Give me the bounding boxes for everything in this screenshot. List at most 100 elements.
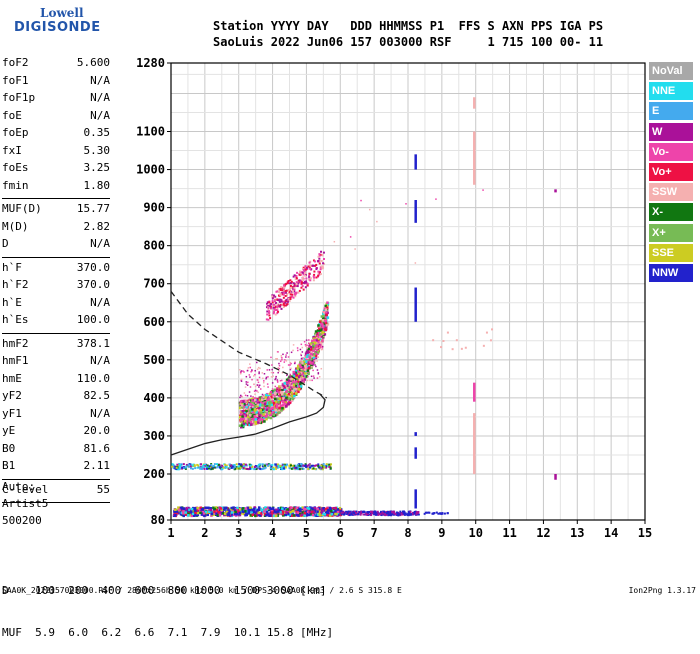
f2-trace-dot bbox=[258, 407, 261, 410]
es-trace-dot bbox=[398, 513, 401, 516]
f-spread-dot bbox=[270, 356, 272, 359]
f2-trace-dot bbox=[238, 415, 242, 419]
sparse-dot bbox=[442, 340, 445, 343]
es-trace-dot bbox=[260, 508, 264, 512]
f2-trace-dot bbox=[325, 313, 328, 316]
f2-trace-dot bbox=[282, 397, 285, 400]
f-spread-dot bbox=[270, 376, 273, 378]
y-tick-label: 900 bbox=[143, 201, 165, 215]
f2-multihop-dot bbox=[313, 273, 316, 276]
f-spread-dot bbox=[286, 374, 288, 377]
es-trace-dot bbox=[199, 511, 202, 515]
f-spread-dot bbox=[259, 367, 261, 370]
y-tick-label: 80 bbox=[151, 513, 165, 527]
param-name: foEs bbox=[2, 161, 29, 174]
f-spread-dot bbox=[299, 371, 301, 373]
es-trace-dot bbox=[186, 514, 190, 517]
es-trace-dot bbox=[313, 508, 317, 511]
f2-trace-dot bbox=[309, 342, 312, 346]
f2-trace-dot bbox=[297, 388, 301, 391]
logo-line1: Lowell bbox=[40, 6, 84, 20]
f2-multihop-dot bbox=[312, 275, 315, 278]
f2-multihop-dot bbox=[292, 287, 295, 290]
f2-multihop-dot bbox=[271, 295, 274, 298]
f-spread-dot bbox=[287, 364, 290, 366]
f2-trace-dot bbox=[247, 408, 250, 412]
es-trace-dot bbox=[238, 508, 242, 511]
es-trace-dot bbox=[187, 512, 190, 515]
param-name: yF1 bbox=[2, 406, 22, 420]
f2-trace-dot bbox=[264, 407, 268, 410]
secondary-trace-dot bbox=[269, 467, 272, 470]
es-trace-dot bbox=[225, 506, 228, 510]
f2-trace-dot bbox=[285, 397, 288, 400]
f-spread-dot bbox=[299, 374, 301, 377]
f-spread-dot bbox=[290, 367, 292, 370]
secondary-trace-dot bbox=[178, 463, 181, 466]
f2-trace-dot bbox=[313, 338, 316, 342]
secondary-trace-dot bbox=[303, 464, 306, 467]
sparse-dot bbox=[432, 339, 435, 342]
f2-trace-dot bbox=[242, 422, 246, 425]
f-spread-dot bbox=[278, 370, 280, 372]
f2-trace-dot bbox=[302, 359, 306, 363]
es-trace-dot bbox=[175, 512, 179, 515]
f2-multihop-dot bbox=[306, 284, 309, 287]
f2-trace-dot bbox=[277, 411, 281, 414]
f2-trace-dot bbox=[300, 378, 303, 382]
param-name: MUF(D) bbox=[2, 202, 42, 215]
f-spread-dot bbox=[318, 345, 321, 348]
f2-multihop-dot bbox=[292, 282, 295, 285]
f2-multihop-dot bbox=[282, 302, 285, 305]
f2-multihop-dot bbox=[272, 306, 275, 309]
param-name: yF2 bbox=[2, 389, 22, 402]
f-spread-dot bbox=[282, 366, 284, 369]
f-spread-dot bbox=[240, 379, 242, 382]
es-trace-dot bbox=[286, 509, 289, 513]
f2-multihop-dot bbox=[302, 273, 305, 276]
f-spread-dot bbox=[255, 402, 257, 404]
secondary-trace-dot bbox=[200, 463, 203, 466]
f2-trace-dot bbox=[264, 396, 268, 399]
secondary-trace-dot bbox=[299, 465, 302, 468]
auto-block: Auto: Artist5 500200 bbox=[2, 478, 48, 529]
es-trace-dot bbox=[182, 508, 186, 511]
f2-multihop-dot bbox=[295, 283, 298, 286]
secondary-trace-dot bbox=[276, 463, 279, 466]
es-trace-dot bbox=[245, 511, 248, 515]
f2-trace-dot bbox=[284, 405, 288, 408]
secondary-trace-dot bbox=[230, 464, 233, 467]
f-spread-dot bbox=[248, 391, 251, 393]
secondary-trace-dot bbox=[329, 467, 332, 470]
secondary-trace-dot bbox=[181, 466, 184, 469]
f2-multihop-dot bbox=[280, 287, 283, 290]
f2-trace-dot bbox=[246, 415, 249, 419]
es-trace-dot bbox=[194, 506, 198, 510]
es-trace-dot bbox=[192, 507, 195, 510]
f2-trace-dot bbox=[322, 314, 325, 318]
f-spread-dot bbox=[311, 365, 313, 368]
f2-trace-dot bbox=[260, 401, 263, 404]
f-spread-dot bbox=[265, 377, 267, 380]
f2-trace-dot bbox=[281, 400, 285, 404]
f2-trace-dot bbox=[240, 405, 244, 409]
f-spread-dot bbox=[276, 358, 278, 360]
f-spread-dot bbox=[243, 392, 246, 394]
f-spread-dot bbox=[315, 365, 317, 368]
f-spread-dot bbox=[255, 401, 257, 403]
f2-multihop-dot bbox=[313, 276, 316, 279]
es-trace-dot bbox=[256, 509, 259, 512]
secondary-trace-dot bbox=[245, 467, 248, 470]
sparse-dot bbox=[451, 348, 454, 351]
secondary-trace-dot bbox=[291, 464, 294, 467]
es-trace-dot bbox=[365, 513, 368, 516]
f2-multihop-dot bbox=[295, 281, 298, 284]
f2-trace-dot bbox=[297, 369, 300, 373]
f2-trace-dot bbox=[324, 311, 328, 315]
f2-trace-dot bbox=[263, 402, 267, 405]
f2-trace-dot bbox=[326, 316, 330, 319]
f2-trace-dot bbox=[298, 378, 302, 381]
f-spread-dot bbox=[262, 377, 264, 380]
f2-multihop-dot bbox=[297, 291, 300, 294]
es-trace-dot bbox=[349, 510, 352, 513]
